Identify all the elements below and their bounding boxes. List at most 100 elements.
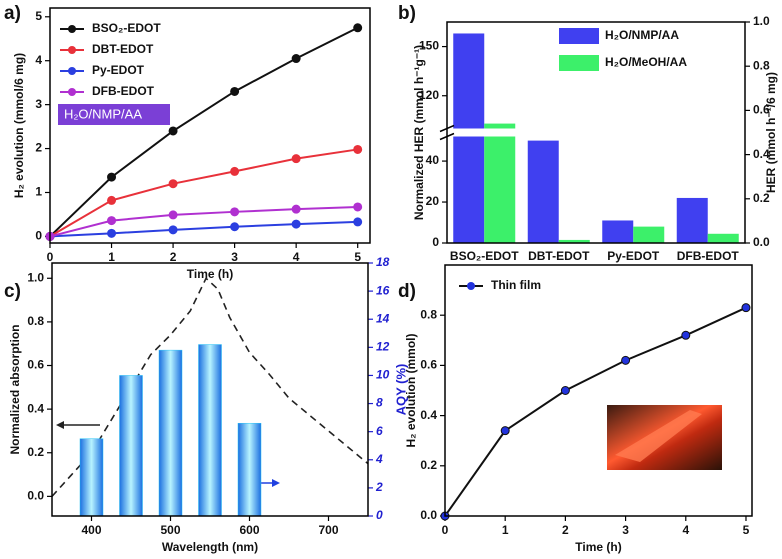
y2-tick-label: 0.4 xyxy=(753,147,770,161)
panel-label: c) xyxy=(4,281,21,302)
y-tick-label: 0.0 xyxy=(27,489,44,503)
y-tick-label: 3 xyxy=(35,97,42,111)
y-tick-label: 4 xyxy=(35,53,42,67)
x-tick-label: Py-EDOT xyxy=(607,249,660,263)
y2-tick-label: 4 xyxy=(375,452,383,466)
x-tick-label: 2 xyxy=(170,250,177,264)
y-tick-label: 0 xyxy=(432,235,439,249)
y-axis-label: Normalized absorption xyxy=(8,324,22,454)
inset-photo xyxy=(607,405,722,470)
y-tick-label: 20 xyxy=(426,194,440,208)
series-line xyxy=(49,148,358,238)
marker xyxy=(291,154,301,164)
x-axis-label: Wavelength (nm) xyxy=(162,540,258,554)
plot-frame xyxy=(49,7,371,244)
bar xyxy=(484,123,516,243)
x-tick-label: 4 xyxy=(293,250,300,264)
marker xyxy=(168,210,178,220)
y-tick-label: 0.6 xyxy=(420,358,437,372)
y-tick-label: 2 xyxy=(35,141,42,155)
x-tick-label: 700 xyxy=(318,523,338,537)
y2-tick-label: 0.6 xyxy=(753,103,770,117)
marker xyxy=(168,179,178,189)
y2-axis-label: HER (mmol h⁻¹/6 mg) xyxy=(764,72,778,193)
x-tick-label: 3 xyxy=(231,250,238,264)
x-tick-label: 1 xyxy=(108,250,115,264)
marker xyxy=(353,202,363,212)
marker xyxy=(107,216,117,226)
marker xyxy=(230,166,240,176)
legend-marker xyxy=(68,25,76,33)
marker xyxy=(291,204,301,214)
y-tick-label: 0.2 xyxy=(420,458,437,472)
bar xyxy=(237,422,262,517)
marker xyxy=(230,207,240,217)
y2-tick-label: 0 xyxy=(376,508,383,522)
plot-frame xyxy=(51,262,369,517)
bar xyxy=(119,375,143,517)
y2-axis-label: AQY (%) xyxy=(393,364,408,416)
plot-frame xyxy=(446,21,746,244)
marker xyxy=(621,355,631,365)
marker xyxy=(500,426,510,436)
legend-marker xyxy=(68,67,76,75)
y2-tick-label: 14 xyxy=(376,311,390,325)
x-tick-label: 5 xyxy=(743,523,750,537)
x-tick-label: DBT-EDOT xyxy=(528,249,590,263)
annotation-box xyxy=(58,104,170,125)
y-tick-label: 120 xyxy=(419,88,439,102)
x-tick-label: 600 xyxy=(239,523,259,537)
y-tick-label: 0.8 xyxy=(27,314,44,328)
marker xyxy=(230,222,240,232)
panel-label: b) xyxy=(398,3,416,24)
marker xyxy=(291,54,301,64)
plot-frame xyxy=(444,264,753,517)
x-tick-label: 5 xyxy=(354,250,361,264)
series-line xyxy=(49,220,358,238)
y2-tick-label: 1.0 xyxy=(753,14,770,28)
y2-tick-label: 18 xyxy=(376,255,390,269)
series-line xyxy=(51,276,369,497)
y2-tick-label: 0.8 xyxy=(753,58,770,72)
y2-tick-label: 12 xyxy=(376,340,390,354)
bar xyxy=(707,233,739,243)
legend-label: H₂O/MeOH/AA xyxy=(605,55,687,69)
y-tick-label: 0.4 xyxy=(27,401,44,415)
legend-swatch xyxy=(559,28,599,44)
x-tick-label: 0 xyxy=(47,250,54,264)
y-tick-label: 0.6 xyxy=(27,358,44,372)
marker xyxy=(353,23,363,33)
legend-label: Py-EDOT xyxy=(92,63,145,77)
x-tick-label: 500 xyxy=(160,523,180,537)
x-axis-label: Time (h) xyxy=(575,540,621,554)
marker xyxy=(230,86,240,96)
marker xyxy=(560,386,570,395)
bar xyxy=(558,239,590,243)
marker xyxy=(291,219,301,229)
bar xyxy=(602,220,634,243)
marker xyxy=(681,330,691,340)
y2-tick-label: 16 xyxy=(376,283,390,297)
panel-label: a) xyxy=(4,3,21,24)
series-line xyxy=(444,306,747,517)
bar xyxy=(198,344,222,517)
y-tick-label: 0.8 xyxy=(420,307,437,321)
bar xyxy=(527,140,559,243)
y2-tick-label: 0.0 xyxy=(753,235,770,249)
legend-marker xyxy=(467,282,475,290)
panel-label: d) xyxy=(398,281,416,302)
legend-label: Thin film xyxy=(491,278,541,292)
x-tick-label: DFB-EDOT xyxy=(677,249,740,263)
marker xyxy=(741,303,751,313)
y2-tick-label: 10 xyxy=(376,368,390,382)
x-tick-label: 1 xyxy=(502,523,509,537)
y-axis-label: H₂ evolution (mmol/6 mg) xyxy=(12,53,26,198)
legend-label: DBT-EDOT xyxy=(92,42,154,56)
marker xyxy=(107,172,117,182)
y-tick-label: 40 xyxy=(426,153,440,167)
legend-marker xyxy=(68,88,76,96)
y-tick-label: 0.0 xyxy=(420,508,437,522)
bar xyxy=(453,33,485,243)
